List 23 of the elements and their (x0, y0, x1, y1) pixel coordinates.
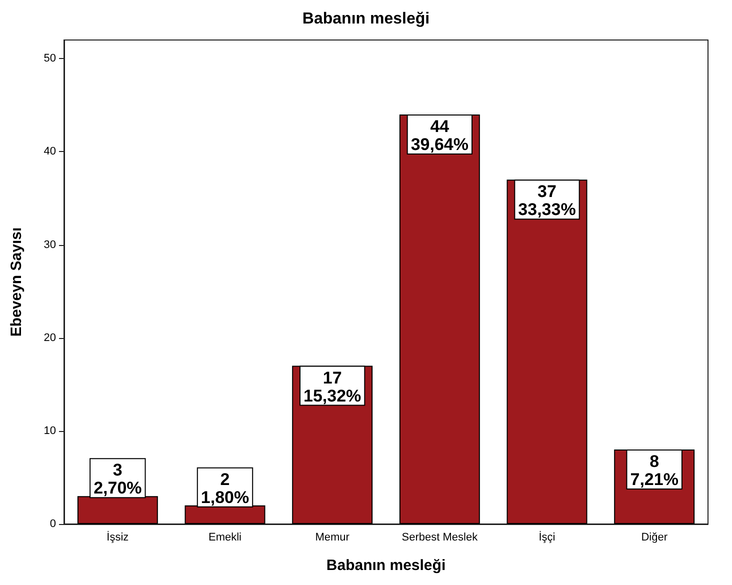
y-tick-label: 0 (50, 518, 56, 530)
data-label: 8 7,21% (630, 452, 678, 490)
y-tick-label: 10 (44, 424, 56, 437)
y-axis-title: Ebeveyn Sayısı (8, 227, 25, 337)
y-tick-label: 50 (44, 52, 56, 65)
x-tick-label: Emekli (208, 532, 242, 544)
x-tick-label: Memur (315, 532, 350, 544)
data-label: 37 33,33% (518, 182, 576, 220)
x-tick-label: Serbest Meslek (402, 532, 478, 544)
data-label: 17 15,32% (303, 368, 362, 406)
x-tick-label: Diğer (641, 532, 668, 544)
data-label: 3 2,70% (94, 460, 142, 498)
data-label: 2 1,80% (200, 470, 250, 507)
chart-title: Babanın mesleği (302, 10, 430, 28)
data-label: 44 39,64% (410, 116, 469, 154)
x-tick-label: İşsiz (106, 530, 129, 544)
x-axis-title: Babanın mesleği (326, 557, 446, 574)
bar (506, 180, 588, 524)
bar (399, 114, 480, 524)
y-tick-label: 40 (44, 146, 56, 158)
y-tick-label: 30 (44, 238, 56, 251)
x-tick-label: İşçi (538, 530, 556, 544)
y-tick-label: 20 (44, 332, 56, 344)
